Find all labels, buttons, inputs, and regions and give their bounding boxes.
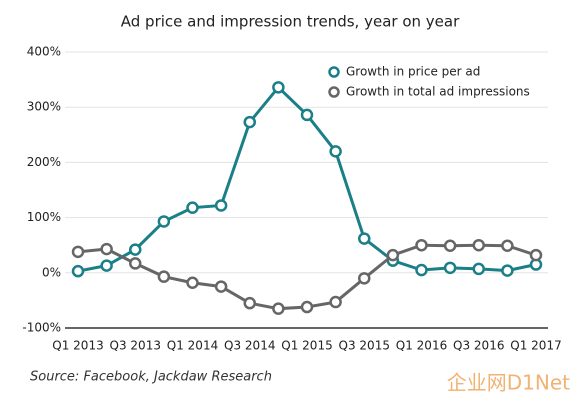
legend-label: Growth in total ad impressions [346,85,530,99]
x-tick-label: Q3 2016 [453,339,504,353]
marker [443,239,457,253]
marker [472,238,485,252]
marker [243,296,256,310]
source: Source: Facebook, Jackdaw Research [30,370,272,385]
x-tick-label: Q1 2014 [167,339,218,353]
marker [329,145,342,158]
x-tick-label: Q1 2017 [510,339,561,353]
watermark: 企业网D1Net [447,371,570,395]
marker [129,243,142,256]
y-tick-label: 400% [27,45,61,59]
marker [186,201,199,214]
marker [529,248,543,262]
y-tick-label: 300% [27,100,61,114]
marker [443,261,457,275]
x-tick-label: Q3 2014 [224,339,275,353]
marker [386,248,400,262]
marker [272,302,285,315]
x-tick-label: Q3 2013 [110,339,161,353]
marker [501,239,514,253]
x-tick-label: Q1 2015 [281,339,332,353]
marker [243,115,256,129]
marker [358,272,371,285]
marker [358,232,371,245]
legend-label: Growth in price per ad [346,65,480,79]
x-tick-label: Q3 2015 [339,339,390,353]
marker [100,242,113,256]
marker [329,295,342,309]
marker [71,245,85,259]
marker [100,259,113,272]
y-tick-label: -100% [22,321,61,335]
chart-title: Ad price and impression trends, year on … [121,13,460,31]
marker [214,280,228,293]
marker [186,276,199,289]
marker [501,264,514,277]
marker [214,199,228,212]
marker [71,264,85,278]
x-tick-label: Q1 2016 [396,339,447,353]
marker [272,81,285,94]
marker [415,263,428,277]
marker [157,215,171,228]
x-tick-label: Q1 2013 [52,339,103,353]
y-tick-label: 200% [27,155,61,169]
legend-marker [328,66,340,78]
marker [157,270,171,283]
marker [129,257,142,270]
y-tick-label: 100% [27,210,61,224]
legend-marker [328,86,340,98]
marker [415,238,428,252]
marker [472,262,485,276]
y-tick-label: 0% [42,265,61,279]
marker [300,300,314,314]
marker [300,108,314,122]
